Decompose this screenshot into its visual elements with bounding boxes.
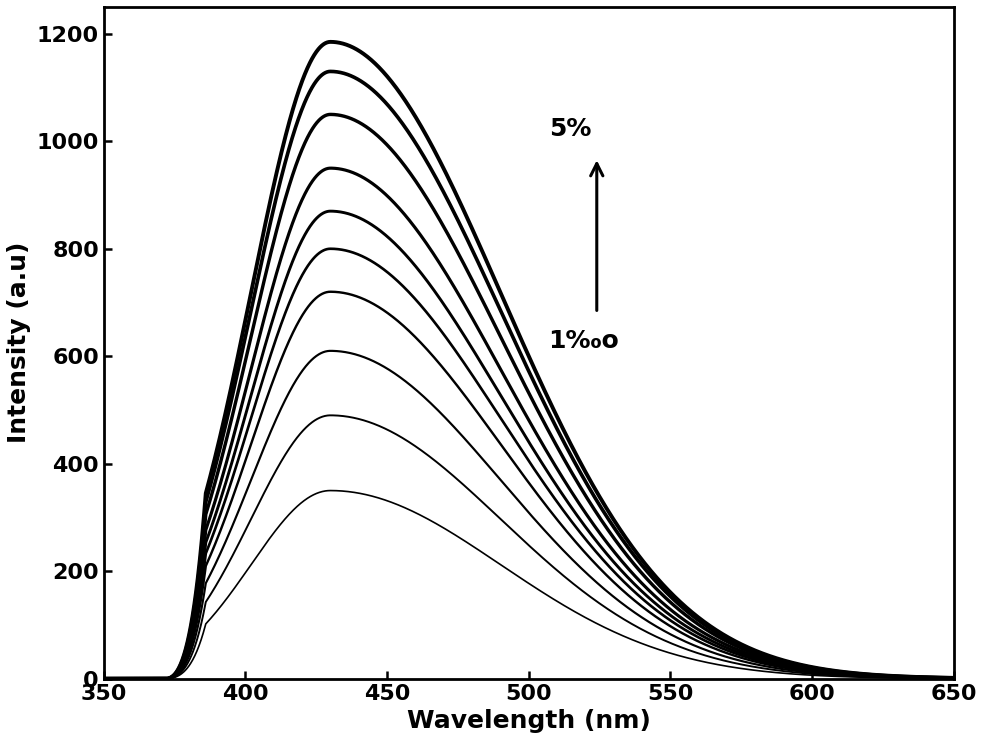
Text: 5%: 5% xyxy=(549,117,591,141)
Y-axis label: Intensity (a.u): Intensity (a.u) xyxy=(7,242,31,443)
X-axis label: Wavelength (nm): Wavelength (nm) xyxy=(406,709,650,733)
Text: 1‰o: 1‰o xyxy=(549,329,619,354)
